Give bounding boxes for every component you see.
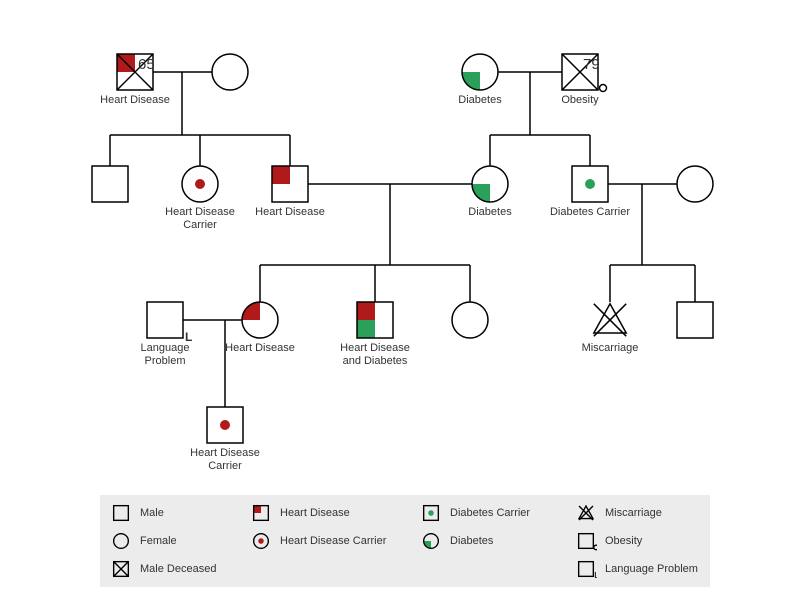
node-label: Heart Disease Carrier: [155, 206, 245, 231]
legend-label: Male Deceased: [140, 563, 216, 575]
legend-label: Female: [140, 535, 177, 547]
node-g2f3: [677, 166, 713, 202]
svg-text:79: 79: [583, 56, 600, 73]
node-g3m3: [677, 302, 713, 338]
node-g1m1: 65: [117, 54, 155, 90]
node-label: Diabetes: [435, 94, 525, 107]
node-g2f1: [182, 166, 218, 202]
legend-label: Heart Disease: [280, 507, 350, 519]
node-g3m1: L: [147, 302, 192, 344]
legend-item-female: Female: [110, 530, 250, 552]
node-g2m3: [572, 166, 608, 202]
legend-item-heart: Heart Disease: [250, 502, 420, 524]
node-g4m1: [207, 407, 243, 443]
node-label: Diabetes: [445, 206, 535, 219]
legend-item-heart_carrier: Heart Disease Carrier: [250, 530, 420, 552]
node-g3x1: [594, 304, 626, 336]
node-g3f1: [242, 302, 278, 338]
node-g1f2: [462, 54, 498, 90]
legend-item-language: L Language Problem: [575, 558, 710, 580]
node-label: Obesity: [535, 94, 625, 107]
node-g2f2: [472, 166, 508, 202]
legend-item-obesity: Obesity: [575, 530, 710, 552]
node-label: Heart Disease: [215, 342, 305, 355]
node-g2m2: [272, 166, 308, 202]
legend-label: Diabetes: [450, 535, 493, 547]
node-label: Heart Disease Carrier: [180, 447, 270, 472]
node-g2m1: [92, 166, 128, 202]
legend-item-diabetes: Diabetes: [420, 530, 575, 552]
node-label: Heart Disease and Diabetes: [330, 342, 420, 367]
legend-item-miscarriage: Miscarriage: [575, 502, 710, 524]
node-g3f2: [452, 302, 488, 338]
node-label: Heart Disease: [245, 206, 335, 219]
legend-label: Obesity: [605, 535, 642, 547]
legend-label: Miscarriage: [605, 507, 662, 519]
node-g1f1: [212, 54, 248, 90]
node-label: Language Problem: [120, 342, 210, 367]
node-g3m2: [357, 302, 393, 338]
legend-panel: Male Heart Disease Diabetes Carrier Miscarr…: [100, 495, 710, 587]
svg-text:L: L: [594, 571, 597, 580]
legend-label: Male: [140, 507, 164, 519]
legend-item-diabetes_carrier: Diabetes Carrier: [420, 502, 575, 524]
legend-item-male_deceased: Male Deceased: [110, 558, 250, 580]
node-label: Miscarriage: [565, 342, 655, 355]
legend-item-male: Male: [110, 502, 250, 524]
svg-text:65: 65: [138, 56, 155, 73]
node-g1m2: 79: [562, 54, 607, 92]
legend-label: Heart Disease Carrier: [280, 535, 386, 547]
node-label: Heart Disease: [90, 94, 180, 107]
legend-label: Diabetes Carrier: [450, 507, 530, 519]
node-label: Diabetes Carrier: [545, 206, 635, 219]
pedigree-diagram: 65 79 L: [0, 0, 800, 500]
legend-label: Language Problem: [605, 563, 698, 575]
